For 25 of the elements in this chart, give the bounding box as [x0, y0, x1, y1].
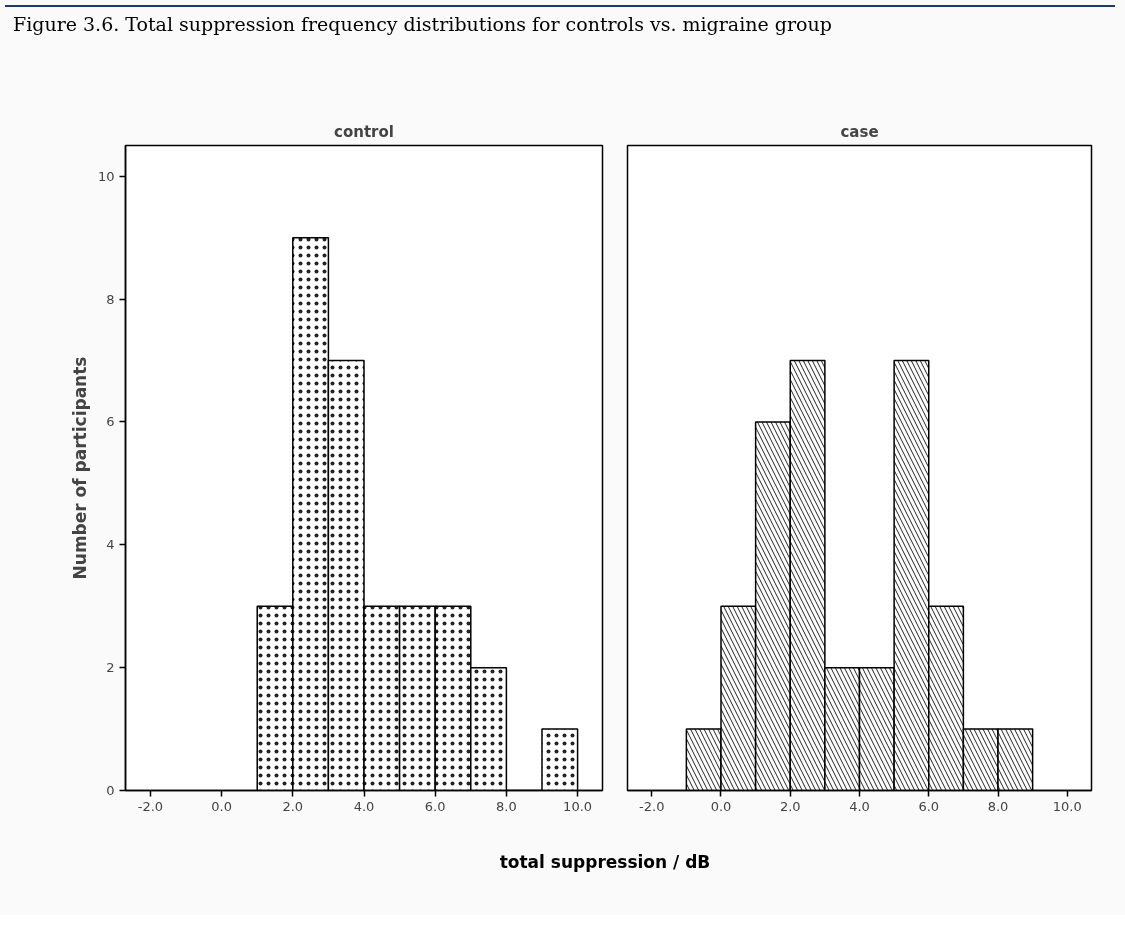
y-tick-label: 2 — [106, 660, 115, 676]
x-axis-title: total suppression / dB — [498, 851, 712, 874]
x-tick-label: 0.0 — [710, 798, 732, 814]
y-tick-label: 0 — [106, 783, 115, 798]
y-tick-label: 8 — [106, 291, 115, 307]
x-tick-label: 8.0 — [987, 798, 1009, 814]
y-tick-label: 4 — [106, 537, 115, 553]
x-tick-label: -2.0 — [639, 798, 665, 814]
x-tick-label: -2.0 — [137, 798, 164, 814]
x-tick-label: 4.0 — [849, 798, 870, 814]
x-tick-label: 6.0 — [424, 798, 446, 814]
y-tick-label: 10 — [97, 168, 115, 184]
chart-title: control — [334, 122, 394, 141]
x-tick-label: 0.0 — [211, 798, 232, 814]
x-tick-label: 4.0 — [353, 798, 375, 814]
x-tick-label: 6.0 — [918, 798, 940, 814]
y-axis-title: Number of participants — [69, 356, 90, 580]
x-tick-label: 10.0 — [1052, 798, 1082, 814]
y-tick-label: 6 — [106, 414, 115, 430]
x-tick-label: 2.0 — [779, 798, 801, 814]
x-tick-label: 8.0 — [496, 798, 517, 814]
x-tick-label: 2.0 — [282, 798, 304, 814]
caption: Figure 3.6. Total suppression frequency distributions for controls vs. migraine group — [13, 12, 833, 37]
x-tick-label: 10.0 — [563, 798, 593, 814]
chart-title: case — [840, 122, 879, 141]
